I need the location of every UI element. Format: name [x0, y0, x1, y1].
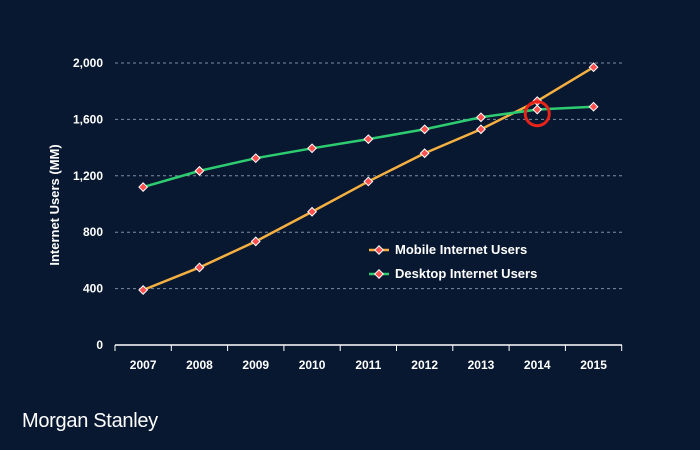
data-point-desktop	[419, 124, 430, 135]
data-point-mobile	[194, 262, 205, 273]
x-tick-label: 2013	[468, 358, 495, 372]
data-point-mobile	[588, 62, 599, 73]
data-point-mobile	[419, 148, 430, 159]
x-tick-label: 2012	[411, 358, 438, 372]
data-point-desktop	[138, 182, 149, 193]
brand-logo: Morgan Stanley	[22, 410, 158, 432]
y-tick-label: 800	[83, 225, 103, 239]
y-tick-label: 400	[83, 282, 103, 296]
data-point-desktop	[194, 165, 205, 176]
data-point-mobile	[476, 124, 486, 135]
legend-desktop-marker	[374, 269, 384, 279]
data-point-desktop	[307, 143, 317, 154]
x-tick-label: 2009	[242, 358, 269, 372]
x-tick-label: 2015	[580, 358, 607, 372]
y-tick-label: 1,200	[73, 169, 103, 183]
y-axis-ticks: 0 400 800 1,200 1,600 2,000	[73, 56, 103, 352]
x-tick-label: 2014	[524, 358, 551, 372]
data-point-desktop	[363, 134, 374, 145]
legend-desktop-label: Desktop Internet Users	[395, 266, 537, 281]
data-point-mobile	[363, 176, 374, 187]
x-tick-label: 2008	[186, 358, 213, 372]
y-axis-label: Internet Users (MM)	[47, 144, 62, 265]
data-point-desktop	[588, 101, 599, 112]
legend-mobile-marker	[374, 245, 384, 255]
data-point-desktop	[476, 112, 486, 123]
data-point-mobile	[250, 236, 261, 247]
data-point-mobile	[307, 206, 317, 217]
grid-lines	[115, 62, 622, 290]
y-tick-label: 2,000	[73, 56, 103, 70]
data-point-desktop	[250, 153, 261, 164]
x-tick-label: 2011	[355, 358, 381, 372]
data-point-desktop	[532, 104, 543, 115]
x-tick-label: 2007	[130, 358, 157, 372]
annotation-layer	[523, 100, 551, 128]
y-tick-label: 1,600	[73, 112, 103, 126]
legend-mobile-label: Mobile Internet Users	[395, 242, 527, 257]
y-tick-label: 0	[96, 338, 103, 352]
series-markers	[138, 62, 599, 295]
data-point-mobile	[138, 285, 149, 295]
legend: Mobile Internet Users Desktop Internet U…	[369, 242, 537, 281]
x-axis: 2007 2008 2009 2010 2011 2012 2013 2014 2015	[114, 344, 623, 372]
crossover-circle	[523, 100, 551, 128]
x-tick-label: 2010	[299, 358, 326, 372]
